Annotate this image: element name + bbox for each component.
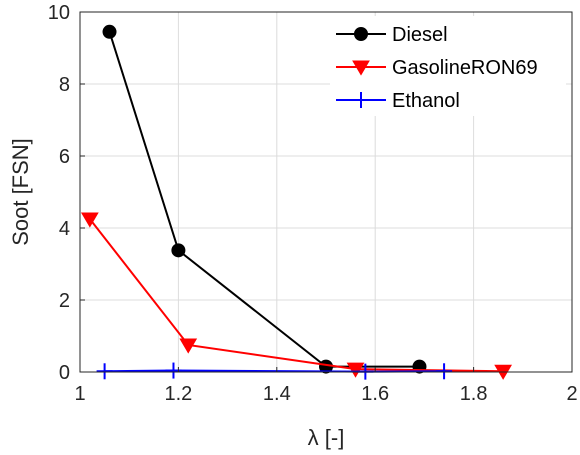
series-layer: [80, 24, 512, 380]
legend-item-diesel: Diesel: [336, 24, 448, 46]
legend-label: GasolineRON69: [392, 57, 538, 79]
diesel-point: [102, 24, 117, 39]
y-tick-label: 2: [59, 290, 70, 312]
plot-frame: [79, 11, 573, 373]
legend-marker: [354, 27, 368, 41]
legend-item-ethanol: Ethanol: [336, 90, 460, 112]
y-tick-label: 10: [48, 2, 70, 24]
gasolineron69-point: [179, 338, 198, 354]
legend-label: Ethanol: [392, 90, 460, 112]
y-tick-label: 4: [59, 218, 70, 240]
x-tick-label: 1.6: [361, 383, 389, 405]
legend: Diesel GasolineRON69 Ethanol: [330, 16, 566, 116]
y-tick-label: 6: [59, 146, 70, 168]
x-tick-label: 1.8: [460, 383, 488, 405]
ethanol-point: [436, 363, 453, 380]
legend-marker: [353, 92, 369, 108]
diesel-point: [171, 243, 186, 258]
gasolineron69-point: [80, 212, 99, 228]
y-tick-label: 0: [59, 362, 70, 384]
tick-labels: 1 1.2 1.4 1.6 1.8 2 0 2 4 6 8 10: [48, 2, 578, 405]
x-tick-label: 2: [566, 383, 577, 405]
ethanol-line: [104, 369, 445, 373]
y-axis-label: Soot [FSN]: [8, 138, 33, 246]
gasolineron69-line: [89, 218, 504, 373]
diesel-line: [108, 31, 420, 368]
x-tick-label: 1.4: [263, 383, 291, 405]
legend-item-gasolineron69: GasolineRON69: [336, 57, 538, 79]
x-tick-label: 1: [74, 383, 85, 405]
gasolineron69-point: [346, 362, 365, 378]
series-gasolineron69: [80, 212, 512, 380]
x-axis-label: λ [-]: [308, 425, 345, 450]
legend-marker: [352, 60, 370, 76]
legend-label: Diesel: [392, 24, 448, 46]
y-tick-label: 8: [59, 74, 70, 96]
x-tick-label: 1.2: [164, 383, 192, 405]
ethanol-point: [96, 363, 113, 380]
